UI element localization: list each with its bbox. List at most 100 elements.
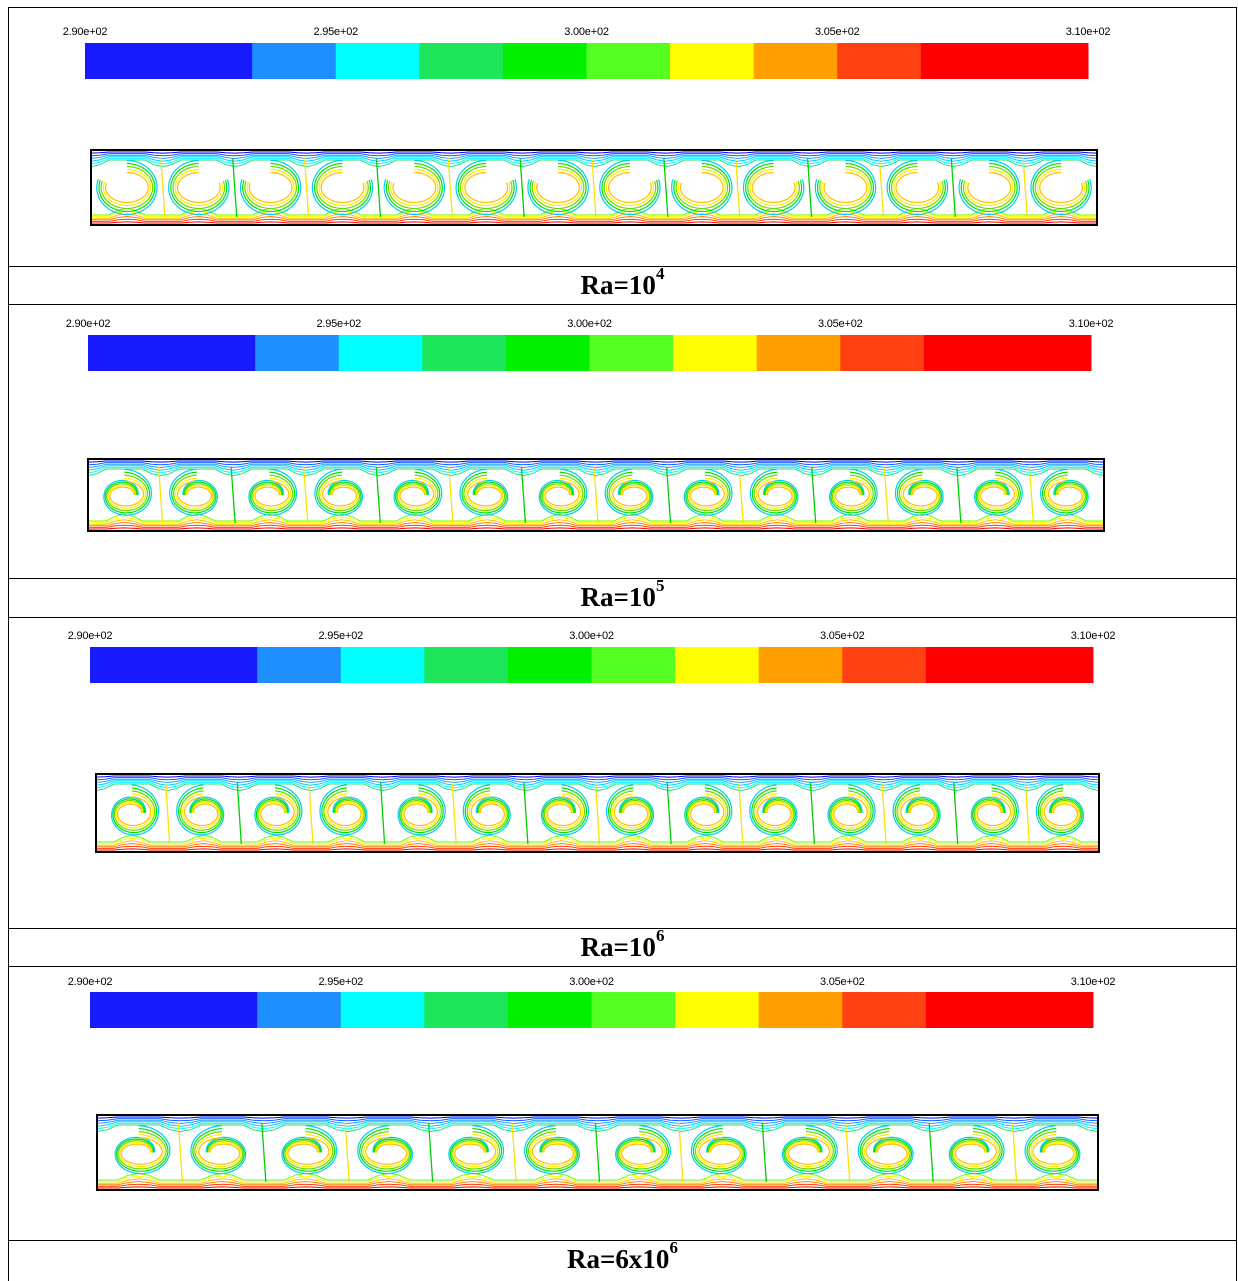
cell-isotherm xyxy=(182,793,220,829)
temperature-contours xyxy=(87,460,1105,530)
cell-isotherm xyxy=(821,168,870,207)
plume-isotherm xyxy=(883,466,889,524)
cell-isotherm xyxy=(607,787,653,834)
hot-boundary-isotherm xyxy=(96,837,1099,845)
cell-isotherm xyxy=(244,165,297,210)
plume-isotherm xyxy=(375,466,381,524)
cell-isotherm xyxy=(698,1136,741,1165)
cell-isotherm xyxy=(239,159,302,216)
cell-isotherm xyxy=(452,1133,499,1168)
colorbar-band xyxy=(90,992,258,1028)
colorbar-tick-label: 3.10e+02 xyxy=(1069,318,1114,330)
cell-isotherm xyxy=(176,784,225,836)
colorbar-band xyxy=(335,43,420,79)
colorbar-band xyxy=(675,992,760,1028)
cell-isotherm xyxy=(284,1130,334,1170)
plume-isotherm xyxy=(177,1122,184,1183)
plume-isotherm xyxy=(811,466,817,524)
colorbar-band xyxy=(591,647,676,683)
cell-isotherm xyxy=(898,793,937,829)
hot-boundary-isotherm xyxy=(96,848,1099,851)
contour-plot-2: 2.90e+02 2.95e+02 3.00e+02 3.05e+02 3.10e+02 xyxy=(66,318,1114,532)
cell-isotherm xyxy=(976,796,1012,827)
cell-isotherm xyxy=(888,162,946,213)
cell-isotherm xyxy=(951,1130,1001,1170)
colorbar-tick-label: 3.05e+02 xyxy=(815,26,860,38)
cell-isotherm xyxy=(742,159,805,216)
colorbar-band xyxy=(925,992,1094,1028)
cell-isotherm xyxy=(398,477,437,509)
cell-isotherm xyxy=(1041,471,1088,514)
hot-boundary-isotherm xyxy=(91,215,1097,221)
cell-isotherm xyxy=(830,790,872,831)
cell-isotherm xyxy=(865,1136,908,1165)
plume-isotherm xyxy=(928,1122,934,1183)
cell-isotherm xyxy=(462,168,511,207)
cell-isotherm xyxy=(116,796,152,827)
colorbar-band xyxy=(753,43,838,79)
plume-isotherm xyxy=(738,781,744,845)
cell-isotherm xyxy=(972,787,1018,834)
cell-isotherm xyxy=(686,474,729,512)
hot-boundary-isotherm xyxy=(96,834,1099,843)
cell-isotherm xyxy=(359,1127,412,1172)
cell-isotherm xyxy=(361,1130,411,1170)
plume-isotherm xyxy=(379,781,386,845)
cell-isotherm xyxy=(246,168,295,207)
cell-isotherm xyxy=(960,162,1018,213)
contour-plot-1: 2.90e+02 2.95e+02 3.00e+02 3.05e+02 3.10e+02 xyxy=(63,26,1111,226)
cell-isotherm xyxy=(684,784,733,836)
cell-isotherm xyxy=(679,171,724,204)
cell-isotherm xyxy=(1034,165,1088,210)
cell-isotherm xyxy=(1041,793,1080,829)
cell-isotherm xyxy=(463,474,506,512)
cell-isotherm xyxy=(675,165,729,210)
cell-isotherm xyxy=(898,474,941,512)
cell-isotherm xyxy=(1035,784,1085,836)
plume-isotherm xyxy=(375,157,382,218)
cell-isotherm xyxy=(248,171,293,204)
cell-isotherm xyxy=(110,784,160,836)
cell-isotherm xyxy=(745,162,803,213)
cell-isotherm xyxy=(967,171,1012,204)
cell-isotherm xyxy=(688,477,727,509)
cell-isotherm xyxy=(1039,790,1081,831)
cell-isotherm xyxy=(958,159,1020,216)
cell-isotherm xyxy=(1026,1127,1079,1172)
cell-isotherm xyxy=(106,474,149,512)
plume-isotherm xyxy=(881,781,887,845)
cell-isotherm xyxy=(1037,787,1083,834)
plume-isotherm xyxy=(523,781,529,845)
cell-isotherm xyxy=(320,171,365,204)
hot-boundary-isotherm xyxy=(88,519,1104,525)
cell-isotherm xyxy=(177,480,212,507)
plume-isotherm xyxy=(1024,781,1031,845)
cell-isotherm xyxy=(104,471,151,514)
cell-isotherm xyxy=(612,480,648,507)
cell-isotherm xyxy=(831,793,870,829)
colorbar-band xyxy=(252,43,337,79)
hot-boundary-isotherm xyxy=(91,221,1097,224)
cell-isotherm xyxy=(451,1130,501,1170)
hot-boundary-isotherm xyxy=(91,218,1097,222)
cell-isotherm xyxy=(177,787,223,834)
cell-isotherm xyxy=(464,171,509,204)
plume-isotherm xyxy=(735,157,741,218)
cell-isotherm xyxy=(673,162,731,213)
colorbar-band xyxy=(507,992,592,1028)
cell-isotherm xyxy=(1039,171,1083,204)
cell-isotherm xyxy=(685,787,731,834)
contour-panel-1: 2.90e+02 2.95e+02 3.00e+02 3.05e+02 3.10e+02 xyxy=(8,7,1237,267)
cell-isotherm xyxy=(403,796,438,827)
cell-isotherm xyxy=(470,796,505,827)
plume-isotherm xyxy=(665,466,672,524)
cell-isotherm xyxy=(536,171,580,204)
cell-isotherm xyxy=(751,471,797,514)
plume-isotherm xyxy=(594,1122,601,1183)
plume-isotherm xyxy=(519,157,525,218)
enclosure-box xyxy=(90,149,1098,226)
colorbar-band xyxy=(675,647,760,683)
cell-isotherm xyxy=(320,477,359,509)
colorbar: 2.90e+02 2.95e+02 3.00e+02 3.05e+02 3.10e+02 xyxy=(63,26,1111,79)
plume-isotherm xyxy=(303,157,310,218)
